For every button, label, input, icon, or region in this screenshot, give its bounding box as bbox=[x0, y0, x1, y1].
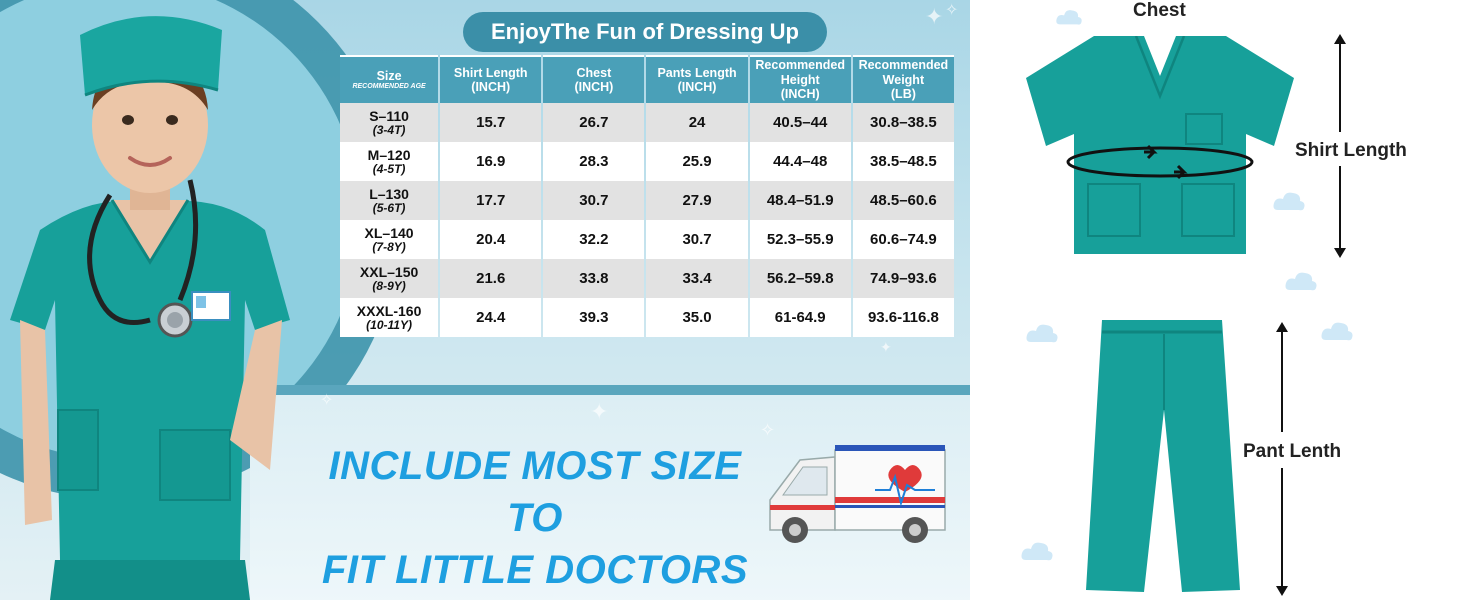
size-value: XXL–150 bbox=[359, 263, 419, 280]
table-row: XXXL-160 (10-11Y) 24.4 39.3 35.0 61-64.9 … bbox=[340, 298, 954, 337]
height-cell: 56.2–59.8 bbox=[749, 259, 851, 298]
child-doctor-illustration bbox=[10, 16, 290, 600]
chest-cell: 32.2 bbox=[543, 220, 645, 259]
age-value: (3-4T) bbox=[372, 122, 406, 137]
pants-length-cell: 24 bbox=[646, 103, 748, 142]
pants-length-cell: 30.7 bbox=[646, 220, 748, 259]
size-value: L–130 bbox=[369, 185, 409, 202]
cloud-icon bbox=[1273, 192, 1305, 211]
pant-length-label: Pant Lenth bbox=[1243, 441, 1342, 462]
table-row: M–120 (4-5T) 16.9 28.3 25.9 44.4–48 38.5–… bbox=[340, 142, 954, 181]
table-row: XL–140 (7-8Y) 20.4 32.2 30.7 52.3–55.9 60… bbox=[340, 220, 954, 259]
cloud-icon bbox=[1285, 272, 1317, 291]
chest-label: Chest bbox=[1133, 0, 1186, 21]
header-shirt-length-unit: (INCH) bbox=[471, 80, 511, 94]
age-value: (5-6T) bbox=[372, 200, 406, 215]
header-pants-length: Pants Length (INCH) bbox=[646, 55, 748, 103]
size-value: M–120 bbox=[367, 146, 411, 163]
pant-length-arrow-icon bbox=[1276, 322, 1288, 596]
pants-length-cell: 27.9 bbox=[646, 181, 748, 220]
sparkle-icon: ✧ bbox=[945, 0, 959, 19]
height-cell: 40.5–44 bbox=[749, 103, 851, 142]
header-size: Size RECOMMENDED AGE bbox=[340, 55, 439, 103]
pants-length-cell: 35.0 bbox=[646, 298, 748, 337]
header-height: Recommended Height (INCH) bbox=[749, 55, 851, 103]
height-cell: 61-64.9 bbox=[749, 298, 851, 337]
shirt-length-cell: 15.7 bbox=[440, 103, 542, 142]
chest-cell: 26.7 bbox=[543, 103, 645, 142]
cloud-icon bbox=[1021, 542, 1053, 561]
shirt-length-arrow-icon bbox=[1334, 34, 1346, 258]
cloud-icon bbox=[1056, 10, 1082, 25]
shirt-length-cell: 21.6 bbox=[440, 259, 542, 298]
cloud-icon bbox=[1026, 324, 1058, 343]
header-pants-length-unit: (INCH) bbox=[677, 80, 717, 94]
weight-cell: 74.9–93.6 bbox=[852, 259, 954, 298]
size-cell: L–130 (5-6T) bbox=[340, 181, 439, 220]
weight-cell: 48.5–60.6 bbox=[852, 181, 954, 220]
size-cell: M–120 (4-5T) bbox=[340, 142, 439, 181]
age-value: (4-5T) bbox=[372, 161, 406, 176]
table-row: S–110 (3-4T) 15.7 26.7 24 40.5–44 30.8–38… bbox=[340, 103, 954, 142]
promo-headline: INCLUDE MOST SIZE TO FIT LITTLE DOCTORS bbox=[300, 440, 770, 596]
chest-cell: 39.3 bbox=[543, 298, 645, 337]
sparkle-icon: ✦ bbox=[590, 400, 609, 425]
size-cell: S–110 (3-4T) bbox=[340, 103, 439, 142]
header-size-label: Size bbox=[376, 68, 402, 83]
age-value: (7-8Y) bbox=[372, 239, 406, 254]
size-value: S–110 bbox=[369, 107, 409, 124]
header-weight: Recommended Weight (LB) bbox=[852, 55, 954, 103]
size-cell: XXXL-160 (10-11Y) bbox=[340, 298, 439, 337]
pants-length-cell: 25.9 bbox=[646, 142, 748, 181]
header-chest-label: Chest bbox=[576, 65, 612, 80]
weight-cell: 38.5–48.5 bbox=[852, 142, 954, 181]
size-cell: XXL–150 (8-9Y) bbox=[340, 259, 439, 298]
shirt-length-cell: 24.4 bbox=[440, 298, 542, 337]
height-cell: 48.4–51.9 bbox=[749, 181, 851, 220]
headline-line-2: FIT LITTLE DOCTORS bbox=[321, 548, 748, 592]
sparkle-icon: ✦ bbox=[880, 340, 892, 356]
header-weight-unit: (LB) bbox=[890, 87, 916, 102]
weight-cell: 60.6–74.9 bbox=[852, 220, 954, 259]
height-cell: 44.4–48 bbox=[749, 142, 851, 181]
scrub-pants-illustration bbox=[1086, 320, 1240, 592]
age-value: (10-11Y) bbox=[366, 317, 412, 332]
size-value: XL–140 bbox=[364, 224, 414, 241]
header-height-unit: (INCH) bbox=[780, 87, 820, 102]
table-row: XXL–150 (8-9Y) 21.6 33.8 33.4 56.2–59.8 7… bbox=[340, 259, 954, 298]
cloud-icon bbox=[1321, 322, 1353, 341]
weight-cell: 30.8–38.5 bbox=[852, 103, 954, 142]
shirt-length-cell: 16.9 bbox=[440, 142, 542, 181]
sparkle-icon: ✦ bbox=[925, 5, 944, 30]
header-shirt-length: Shirt Length (INCH) bbox=[440, 55, 542, 103]
weight-cell: 93.6-116.8 bbox=[852, 298, 954, 337]
size-cell: XL–140 (7-8Y) bbox=[340, 220, 439, 259]
header-chest-unit: (INCH) bbox=[574, 80, 614, 94]
headline-line-1: INCLUDE MOST SIZE TO bbox=[328, 444, 742, 540]
header-shirt-length-label: Shirt Length bbox=[453, 65, 528, 80]
table-header-row: Size RECOMMENDED AGE Shirt Length (INCH)… bbox=[340, 55, 954, 103]
shirt-length-cell: 20.4 bbox=[440, 220, 542, 259]
header-size-sub: RECOMMENDED AGE bbox=[352, 83, 426, 91]
chest-cell: 28.3 bbox=[543, 142, 645, 181]
pants-length-cell: 33.4 bbox=[646, 259, 748, 298]
scrub-shirt-illustration bbox=[1026, 36, 1294, 254]
chest-cell: 33.8 bbox=[543, 259, 645, 298]
ambulance-icon bbox=[769, 445, 946, 543]
chest-cell: 30.7 bbox=[543, 181, 645, 220]
sparkle-icon: ✧ bbox=[760, 420, 776, 441]
header-weight-label: Recommended Weight bbox=[858, 58, 949, 87]
age-value: (8-9Y) bbox=[372, 278, 406, 293]
size-value: XXXL-160 bbox=[356, 302, 422, 319]
table-row: L–130 (5-6T) 17.7 30.7 27.9 48.4–51.9 48.… bbox=[340, 181, 954, 220]
size-chart-table: Size RECOMMENDED AGE Shirt Length (INCH)… bbox=[338, 55, 956, 337]
table-title: EnjoyThe Fun of Dressing Up bbox=[463, 12, 827, 52]
header-pants-length-label: Pants Length bbox=[657, 65, 737, 80]
shirt-length-label: Shirt Length bbox=[1295, 140, 1407, 161]
sparkle-icon: ✧ bbox=[320, 390, 334, 409]
header-chest: Chest (INCH) bbox=[543, 55, 645, 103]
shirt-length-cell: 17.7 bbox=[440, 181, 542, 220]
height-cell: 52.3–55.9 bbox=[749, 220, 851, 259]
header-height-label: Recommended Height bbox=[755, 58, 845, 87]
